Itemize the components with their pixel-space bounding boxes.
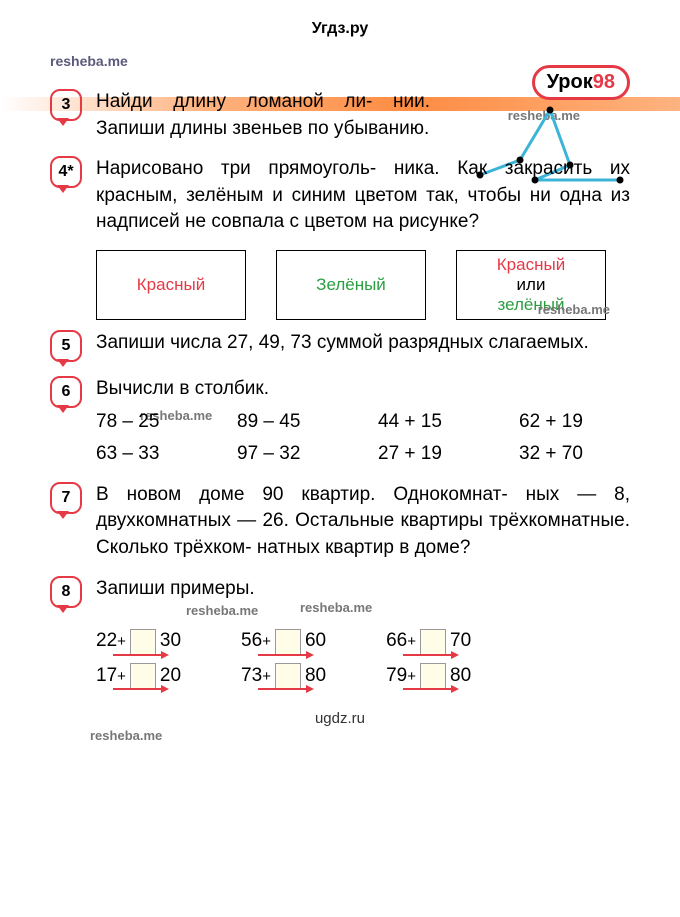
calc-cell: 44 + 15 [378,409,489,436]
task-8: 8 Запиши примеры. resheba.me 22 + 30 56 … [50,576,630,690]
task-number: 3 [50,89,82,121]
task-text: В новом доме 90 квартир. Однокомнат- ных… [96,482,630,562]
task-text: Запиши числа 27, 49, 73 суммой разрядных… [96,330,630,362]
example-item: 22 + 30 [96,628,181,655]
task-6: 6 Вычисли в столбик. 78 – 25 89 – 45 44 … [50,376,630,468]
task-text: Вычисли в столбик. 78 – 25 89 – 45 44 + … [96,376,630,468]
rect-red: Красный [96,250,246,320]
task-number: 6 [50,376,82,408]
calc-grid: 78 – 25 89 – 45 44 + 15 62 + 19 63 – 33 … [96,409,630,468]
calc-cell: 89 – 45 [237,409,348,436]
example-item: 79 + 80 [386,663,471,690]
task-5: 5 Запиши числа 27, 49, 73 суммой разрядн… [50,330,630,362]
example-item: 73 + 80 [241,663,326,690]
rect-green: Зелёный [276,250,426,320]
example-row-1: 22 + 30 56 + 60 66 + 70 [96,628,630,655]
calc-cell: 27 + 19 [378,441,489,468]
calc-cell: 97 – 32 [237,441,348,468]
task-text: Нарисовано три прямоуголь- ника. Как зак… [96,156,630,236]
task-number: 5 [50,330,82,362]
task-4: 4* Нарисовано три прямоуголь- ника. Как … [50,156,630,236]
calc-cell: 62 + 19 [519,409,630,436]
task-number: 7 [50,482,82,514]
watermark: resheba.me [186,602,680,620]
task-number: 4* [50,156,82,188]
watermark: resheba.me [90,728,162,743]
task-text: Запиши примеры. resheba.me 22 + 30 56 + … [96,576,630,690]
task-number: 8 [50,576,82,608]
example-item: 56 + 60 [241,628,326,655]
task-3: 3 Найди длину ломаной ли- нии. Запиши дл… [50,89,630,142]
footer: ugdz.ru [50,710,630,727]
task-text: Найди длину ломаной ли- нии. Запиши длин… [96,89,630,142]
calc-cell: 32 + 70 [519,441,630,468]
example-row-2: 17 + 20 73 + 80 79 + 80 [96,663,630,690]
header-top: Угдз.ру [50,20,630,38]
example-item: 66 + 70 [386,628,471,655]
task-7: 7 В новом доме 90 квартир. Однокомнат- н… [50,482,630,562]
watermark: resheba.me [538,302,610,317]
example-item: 17 + 20 [96,663,181,690]
calc-cell: 78 – 25 [96,409,207,436]
calc-cell: 63 – 33 [96,441,207,468]
